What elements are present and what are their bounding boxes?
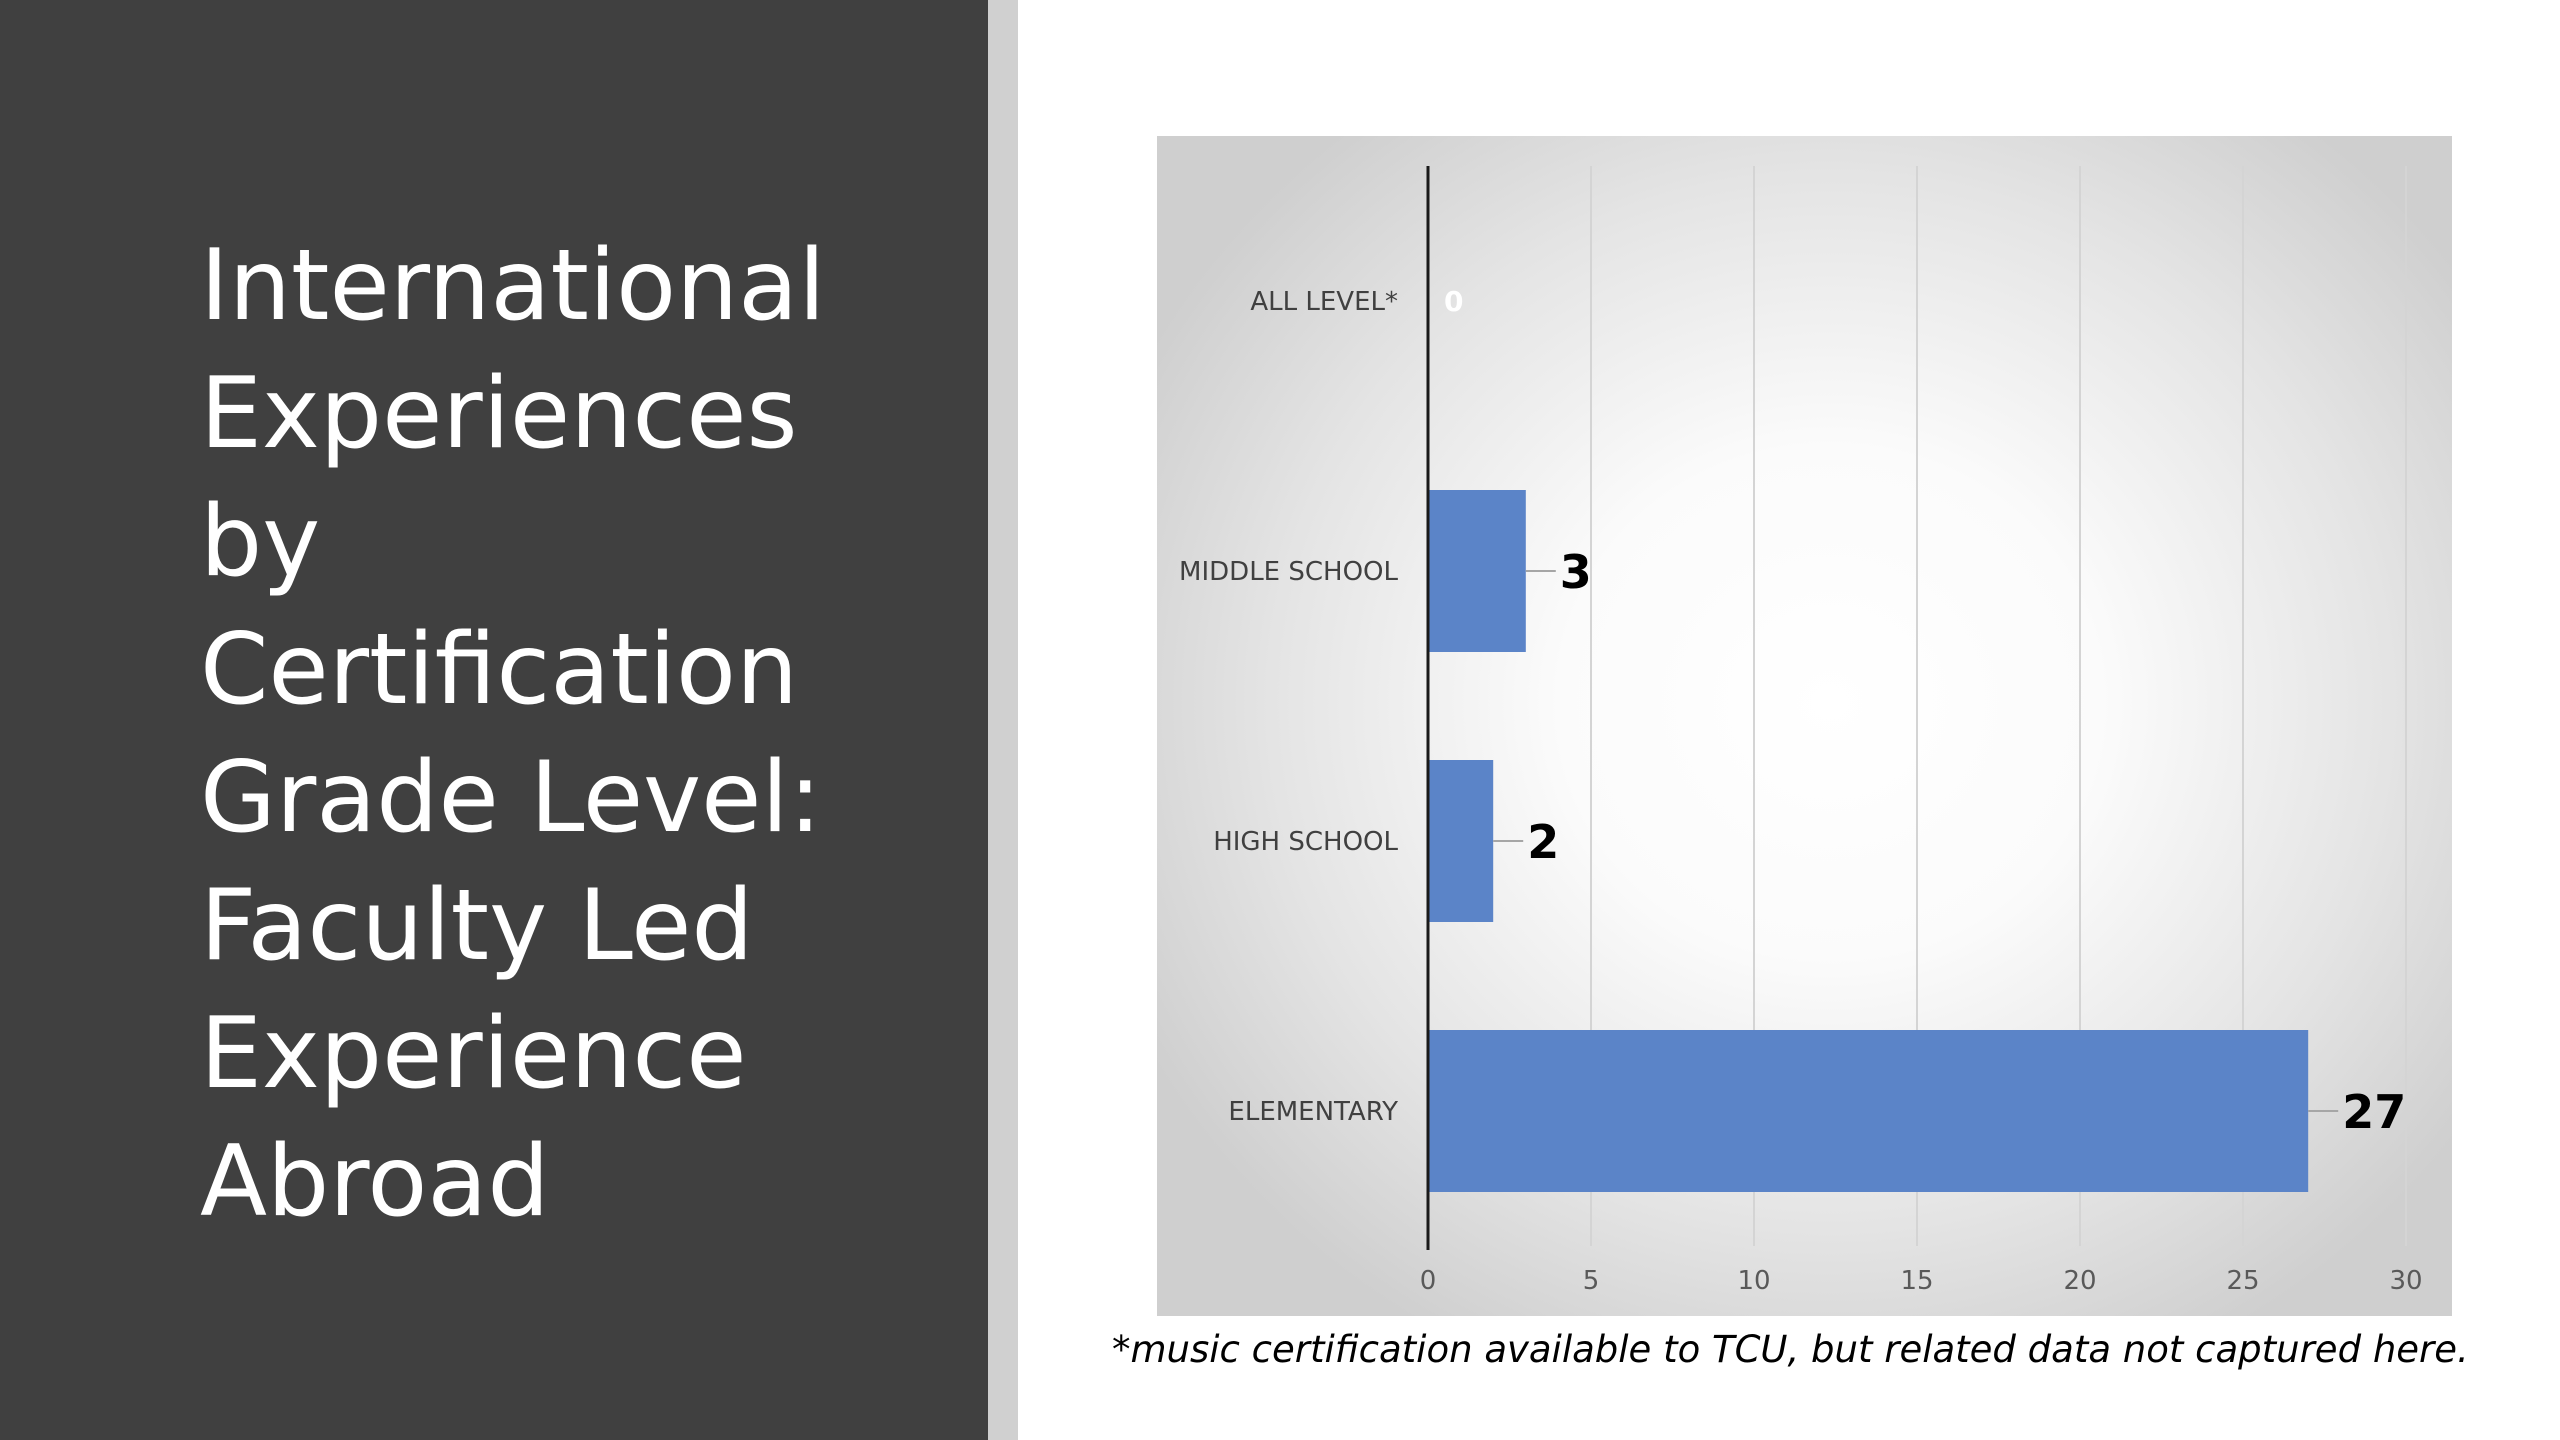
data-label: 2 [1527,815,1559,869]
data-label: 3 [1560,545,1592,599]
title-line: by [200,485,321,599]
x-tick-label: 20 [2063,1266,2096,1296]
chart-svg: 0 5 10 15 20 25 30 ALL LEVEL* 0 MIDDLE SCHOOL 3 HIG… [1179,166,2423,1296]
x-tick-label: 15 [1900,1266,1933,1296]
data-label: 0 [1444,285,1463,318]
x-tick-label: 0 [1420,1266,1437,1296]
title-line: Grade Level: [200,741,822,855]
title-line: Experiences [200,357,798,471]
category-label: MIDDLE SCHOOL [1179,557,1398,587]
slide-title: International Experiences by Certificati… [200,222,940,1246]
title-line: Certification [200,613,799,727]
title-line: Faculty Led [200,869,754,983]
bar [1428,490,1526,652]
x-tick-label: 5 [1583,1266,1600,1296]
title-line: Experience [200,997,747,1111]
category-label: HIGH SCHOOL [1213,827,1398,857]
title-line: International [200,229,826,343]
title-panel: International Experiences by Certificati… [0,0,988,1440]
bar [1428,760,1494,922]
x-tick-label: 10 [1737,1266,1770,1296]
data-label: 27 [2342,1085,2406,1139]
category-label: ALL LEVEL* [1250,287,1398,317]
panel-divider [988,0,1018,1440]
title-line: Abroad [200,1125,550,1239]
x-tick-label: 30 [2389,1266,2422,1296]
x-tick-label: 25 [2226,1266,2259,1296]
bar [1428,1030,2309,1192]
chart-footnote: *music certification available to TCU, b… [1112,1328,2469,1371]
category-label: ELEMENTARY [1228,1097,1398,1127]
bar-chart: 0 5 10 15 20 25 30 ALL LEVEL* 0 MIDDLE SCHOOL 3 HIG… [1157,136,2452,1316]
